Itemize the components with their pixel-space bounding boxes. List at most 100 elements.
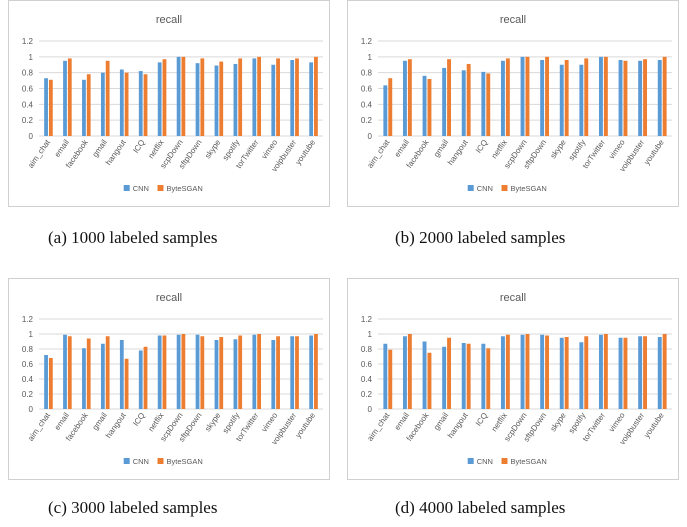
bar-bytesgan <box>238 335 243 409</box>
bar-cnn <box>119 340 124 409</box>
legend-swatch-cnn <box>467 185 474 191</box>
bar-cnn <box>461 343 466 409</box>
bar-cnn <box>520 56 525 137</box>
bar-bytesgan <box>48 79 53 136</box>
x-tick-label: aim_chat <box>365 137 391 169</box>
bar-bytesgan <box>486 73 491 136</box>
x-tick-label: gmail <box>91 411 109 432</box>
bar-cnn <box>402 60 407 136</box>
y-tick-label: 0.4 <box>361 375 373 384</box>
bar-cnn <box>271 64 276 136</box>
bar-bytesgan <box>427 352 432 409</box>
bar-cnn <box>598 334 603 409</box>
y-tick-label: 0.2 <box>22 390 34 399</box>
x-tick-label: netflix <box>490 411 509 433</box>
bar-bytesgan <box>427 79 432 136</box>
y-tick-label: 0.6 <box>361 360 373 369</box>
bar-cnn <box>309 62 314 136</box>
bar-bytesgan <box>388 349 393 409</box>
bar-cnn <box>559 337 564 409</box>
bar-bytesgan <box>603 334 608 409</box>
bar-cnn <box>119 69 124 136</box>
bar-cnn <box>500 336 505 409</box>
bar-bytesgan <box>105 336 110 409</box>
bar-bytesgan <box>466 63 471 137</box>
x-tick-label: skype <box>548 411 568 434</box>
bar-cnn <box>271 340 276 409</box>
bar-cnn <box>500 60 505 136</box>
bar-bytesgan <box>623 337 628 409</box>
legend-label-bytesgan: ByteSGAN <box>167 184 203 193</box>
panel-d: recall 0 0.2 0.4 0.6 0.8 1 1.2 aim_chat email face… <box>347 278 680 527</box>
legend-swatch-cnn <box>467 458 474 464</box>
bar-bytesgan <box>623 60 628 136</box>
bar-bytesgan <box>505 58 510 136</box>
bar-bytesgan <box>105 60 110 136</box>
y-tick-label: 1 <box>29 53 34 62</box>
legend-swatch-bytesgan <box>501 185 508 191</box>
y-tick-label: 0.8 <box>22 345 34 354</box>
bar-cnn <box>214 65 219 136</box>
x-tick-label: aim_chat <box>365 410 391 442</box>
bar-bytesgan <box>564 337 569 409</box>
bar-bytesgan <box>564 60 569 136</box>
panel-c: recall 0 0.2 0.4 0.6 0.8 1 1.2 aim_chat email face… <box>8 278 333 527</box>
bar-cnn <box>252 58 257 136</box>
y-tick-label: 0.8 <box>22 69 34 78</box>
bar-bytesgan <box>143 346 148 409</box>
y-tick-label: 1.2 <box>22 37 34 46</box>
bar-cnn <box>214 340 219 409</box>
bar-bytesgan <box>67 58 72 136</box>
bar-bytesgan <box>238 58 243 136</box>
bar-bytesgan <box>314 56 318 137</box>
x-tick-label: hangout <box>446 137 470 166</box>
chart-title: recall <box>156 292 182 304</box>
bar-cnn <box>290 336 295 409</box>
bar-bytesgan <box>86 338 91 409</box>
bar-bytesgan <box>124 358 129 409</box>
bar-bytesgan <box>388 78 393 136</box>
bar-bytesgan <box>295 336 299 409</box>
x-tick-label: gmail <box>432 138 450 159</box>
bar-cnn <box>579 342 584 409</box>
bar-cnn <box>100 72 105 136</box>
caption-a: (a) 1000 labeled samples <box>48 228 218 247</box>
bar-cnn <box>618 337 623 409</box>
legend-swatch-bytesgan <box>157 185 164 191</box>
bar-bytesgan <box>276 336 280 409</box>
bar-bytesgan <box>545 56 550 137</box>
x-tick-label: gmail <box>91 138 109 159</box>
y-tick-label: 0 <box>368 405 373 414</box>
legend-label-bytesgan: ByteSGAN <box>167 457 203 466</box>
caption-c: (c) 3000 labeled samples <box>48 498 218 517</box>
bar-cnn <box>195 334 200 409</box>
y-tick-label: 1.2 <box>22 315 34 324</box>
bar-bytesgan <box>314 334 318 409</box>
bar-bytesgan <box>545 335 550 409</box>
bar-cnn <box>63 334 67 409</box>
bar-cnn <box>290 60 295 136</box>
bar-cnn <box>82 348 86 409</box>
x-tick-label: email <box>393 138 411 159</box>
y-tick-label: 0.2 <box>361 116 373 125</box>
bar-cnn <box>138 350 143 409</box>
bar-bytesgan <box>584 58 589 136</box>
y-tick-label: 0.4 <box>22 375 34 384</box>
y-tick-label: 0.6 <box>361 85 373 94</box>
legend-label-bytesgan: ByteSGAN <box>511 184 547 193</box>
bar-cnn <box>44 78 48 136</box>
chart-box-a: recall 0 0.2 0.4 0.6 0.8 1 1.2 aim_chat email face… <box>8 0 330 207</box>
chart-title: recall <box>500 14 526 26</box>
bar-bytesgan <box>447 337 452 409</box>
bar-cnn <box>402 336 407 409</box>
panel-b: recall 0 0.2 0.4 0.6 0.8 1 1.2 aim_chat email face… <box>347 0 680 262</box>
y-tick-label: 0.2 <box>22 116 34 125</box>
bar-cnn <box>176 56 181 137</box>
legend-swatch-cnn <box>123 185 130 191</box>
y-tick-label: 1 <box>368 330 373 339</box>
bar-cnn <box>383 343 388 409</box>
